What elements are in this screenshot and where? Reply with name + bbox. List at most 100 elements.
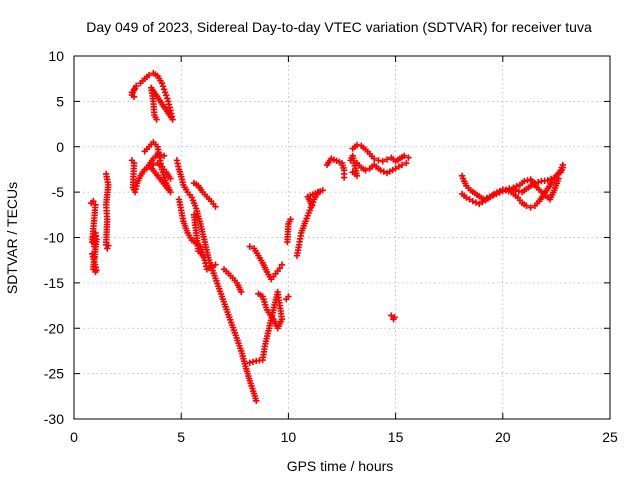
data-point-marker [391, 314, 398, 321]
data-point-marker [469, 198, 476, 205]
series-arc-4 [137, 70, 176, 123]
data-point-marker [380, 168, 388, 175]
data-point-marker [392, 165, 399, 172]
data-point-marker [145, 71, 153, 79]
series-arc-18 [388, 312, 398, 323]
y-tick-label: -20 [44, 320, 64, 336]
data-point-marker [555, 175, 562, 182]
data-point-marker [476, 200, 483, 208]
data-point-marker [308, 202, 316, 209]
series-arc-16 [323, 155, 348, 181]
data-point-marker [379, 158, 386, 165]
data-point-marker [287, 216, 294, 223]
data-point-marker [164, 95, 171, 102]
series-arc-10 [190, 211, 206, 259]
y-tick-labels: -30 -25 -20 -15 -10 -5 0 5 10 [44, 48, 64, 427]
data-point-marker [130, 93, 138, 101]
y-tick-label: -15 [44, 275, 64, 291]
data-point-marker [521, 178, 528, 185]
data-point-marker [353, 141, 361, 149]
data-point-marker [249, 358, 257, 366]
series-arc-7 [173, 157, 260, 405]
data-point-marker [278, 261, 286, 268]
series-arc-14 [283, 216, 294, 303]
series-arc-20 [458, 161, 567, 211]
data-point-marker [153, 116, 160, 123]
data-point-marker [161, 89, 169, 96]
data-point-marker [157, 151, 165, 159]
y-tick-label: 10 [48, 48, 64, 64]
data-point-marker [405, 154, 412, 161]
data-point-marker [89, 250, 96, 258]
series-arc-13 [246, 288, 286, 366]
data-point-marker [238, 288, 245, 296]
data-point-marker [276, 265, 284, 272]
series-arc-2 [102, 170, 112, 252]
data-point-marker [510, 184, 517, 191]
x-tick-label: 20 [495, 429, 511, 445]
data-point-marker [199, 252, 206, 259]
data-point-marker [253, 397, 260, 405]
data-points [87, 70, 567, 405]
data-point-marker [524, 177, 531, 184]
x-tick-label: 25 [602, 429, 618, 445]
x-tick-label: 10 [281, 429, 297, 445]
x-tick-label: 0 [70, 429, 78, 445]
series-arc-1 [87, 198, 100, 276]
data-point-marker [388, 312, 395, 319]
data-point-marker [377, 167, 384, 174]
data-point-marker [375, 157, 382, 164]
y-tick-label: -30 [44, 411, 64, 427]
data-point-marker [159, 83, 167, 90]
x-tick-label: 15 [388, 429, 404, 445]
data-point-marker [162, 92, 170, 99]
series-arc-11 [220, 266, 245, 296]
data-point-marker [472, 199, 480, 206]
y-tick-label: -10 [44, 230, 64, 246]
y-axis-label: SDTVAR / TECUs [4, 182, 20, 294]
data-point-marker [398, 161, 406, 169]
x-tick-labels: 0 5 10 15 20 25 [70, 429, 618, 445]
data-point-marker [285, 293, 292, 300]
data-point-marker [466, 196, 473, 203]
chart-title: Day 049 of 2023, Sidereal Day-to-day VTE… [86, 19, 592, 35]
series-arc-21 [510, 175, 562, 203]
data-point-marker [513, 183, 520, 190]
x-axis-label: GPS time / hours [287, 458, 394, 474]
data-point-marker [370, 155, 378, 162]
data-point-marker [395, 163, 403, 170]
y-tick-label: -5 [52, 184, 65, 200]
data-point-marker [91, 254, 98, 261]
series-arc-9 [190, 179, 219, 210]
data-point-marker [158, 80, 166, 87]
data-point-marker [212, 261, 219, 268]
y-tick-label: 0 [56, 139, 64, 155]
x-tick-label: 5 [177, 429, 185, 445]
data-point-marker [167, 175, 174, 182]
data-point-marker [255, 290, 262, 297]
data-point-marker [160, 86, 168, 93]
data-point-marker [515, 188, 523, 195]
series-arc-15 [293, 187, 326, 259]
data-point-marker [523, 202, 530, 209]
data-point-marker [362, 167, 369, 174]
data-point-marker [212, 203, 219, 210]
data-point-marker [208, 263, 215, 270]
data-point-marker [246, 243, 254, 250]
data-point-marker [90, 198, 97, 205]
data-point-marker [463, 194, 470, 201]
data-point-marker [105, 242, 112, 249]
series-arc-3 [128, 82, 140, 101]
data-point-marker [160, 152, 168, 160]
series-arc-12 [246, 243, 286, 283]
data-point-marker [383, 156, 391, 163]
axis-ticks [73, 55, 611, 420]
data-point-marker [154, 150, 161, 158]
data-point-marker [347, 157, 354, 164]
data-point-marker [400, 152, 408, 160]
data-point-marker [246, 359, 254, 366]
data-point-marker [559, 161, 567, 169]
data-point-marker [544, 177, 552, 184]
y-tick-label: -25 [44, 366, 64, 382]
